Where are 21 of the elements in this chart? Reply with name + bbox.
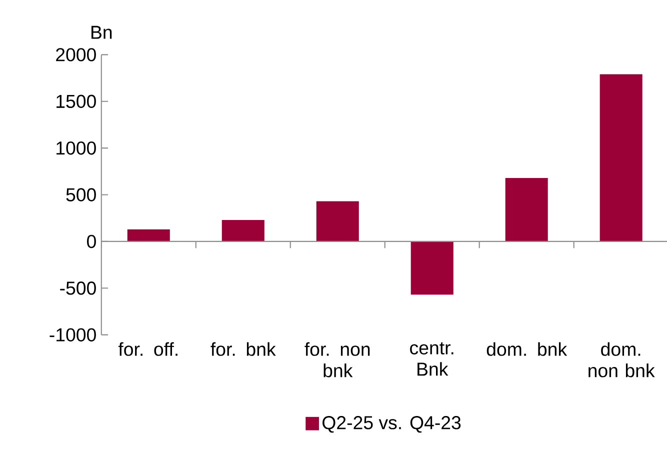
- y-tick-label: 0: [87, 234, 96, 248]
- y-tick-label: -500: [60, 282, 96, 295]
- legend-label: Q2-25 vs. Q4-23: [322, 416, 461, 433]
- x-tick-label: centr. Bnk: [410, 342, 454, 376]
- x-tick-label: dom. bnk: [486, 342, 568, 356]
- x-tick-label: dom. non bnk: [588, 342, 655, 378]
- y-tick-label: 2000: [56, 48, 96, 62]
- bar: [222, 220, 264, 242]
- bar: [600, 74, 642, 242]
- y-tick-label: -1000: [50, 328, 96, 342]
- y-tick-label: 500: [66, 188, 96, 202]
- x-tick-label: for. bnk: [210, 342, 276, 356]
- x-tick-label: for. non bnk: [304, 342, 370, 378]
- bar: [410, 242, 454, 295]
- bar: [127, 229, 170, 242]
- bar: [505, 178, 548, 242]
- y-tick-label: 1500: [56, 94, 96, 108]
- x-tick-label: for. off.: [118, 342, 178, 356]
- y-axis-title: Bn: [91, 26, 112, 39]
- y-tick-label: 1000: [56, 141, 96, 155]
- bar: [316, 201, 359, 242]
